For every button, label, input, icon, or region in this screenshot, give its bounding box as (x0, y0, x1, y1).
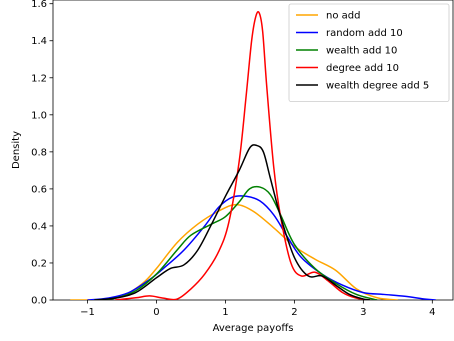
y-tick-label: 0.4 (31, 221, 47, 232)
series-line-5 (94, 144, 371, 300)
legend-label: wealth add 10 (326, 46, 397, 57)
series-layer (70, 11, 436, 300)
y-tick-label: 1.6 (31, 0, 47, 10)
y-tick-label: 0.6 (31, 184, 47, 195)
y-tick-label: 1.0 (31, 110, 47, 121)
legend-label: no add (326, 11, 360, 22)
y-axis-label: Density (11, 131, 22, 169)
y-tick-label: 1.2 (31, 73, 47, 84)
x-tick-label: 4 (429, 307, 435, 318)
legend-label: wealth degree add 5 (326, 81, 429, 92)
series-line-3 (94, 185, 378, 300)
y-tick-label: 0.8 (31, 147, 47, 158)
x-axis-label: Average payoffs (213, 323, 294, 334)
legend-label: degree add 10 (326, 63, 399, 74)
legend-label: random add 10 (326, 28, 403, 39)
y-axis: 0.0 0.2 0.4 0.6 0.8 1.0 1.2 1.4 1.6 (31, 0, 53, 307)
y-tick-label: 0.2 (31, 258, 47, 269)
legend: no add random add 10 wealth add 10 degree a… (288, 3, 450, 102)
x-tick-label: 1 (222, 307, 228, 318)
series-line-4 (114, 11, 371, 300)
x-tick-label: −1 (80, 307, 95, 318)
x-axis: −1 0 1 2 3 4 (80, 300, 435, 318)
y-tick-label: 1.4 (31, 36, 47, 47)
y-tick-label: 0.0 (31, 296, 47, 307)
legend-box (288, 3, 450, 102)
x-tick-label: 0 (153, 307, 159, 318)
x-tick-label: 3 (360, 307, 366, 318)
x-tick-label: 2 (291, 307, 297, 318)
